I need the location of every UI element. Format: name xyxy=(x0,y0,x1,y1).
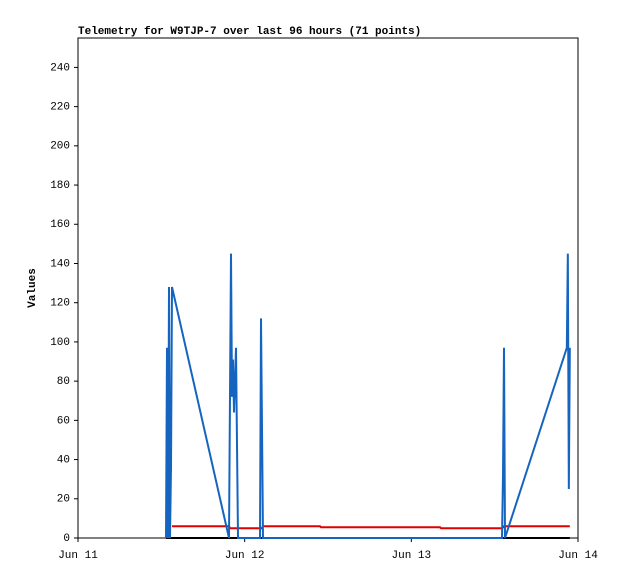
x-tick-label: Jun 11 xyxy=(58,550,98,562)
y-tick-label: 200 xyxy=(50,141,70,153)
y-tick-label: 60 xyxy=(57,415,70,427)
y-tick-label: 140 xyxy=(50,258,70,270)
series-line xyxy=(172,525,570,530)
y-tick-label: 180 xyxy=(50,180,70,192)
y-tick-label: 240 xyxy=(50,62,70,74)
chart-title: Telemetry for W9TJP-7 over last 96 hours… xyxy=(78,26,421,38)
y-tick-label: 120 xyxy=(50,298,70,310)
y-tick-label: 80 xyxy=(57,376,70,388)
y-tick-label: 100 xyxy=(50,337,70,349)
x-tick-label: Jun 13 xyxy=(392,550,432,562)
x-tick-label: Jun 12 xyxy=(225,550,265,562)
x-tick-label: Jun 14 xyxy=(558,550,598,562)
y-tick-label: 20 xyxy=(57,494,70,506)
y-tick-label: 0 xyxy=(63,533,70,545)
y-tick-label: 40 xyxy=(57,454,70,466)
series-line xyxy=(165,253,571,539)
y-tick-label: 160 xyxy=(50,219,70,231)
y-tick-label: 220 xyxy=(50,102,70,114)
y-axis-label: Values xyxy=(27,268,39,308)
